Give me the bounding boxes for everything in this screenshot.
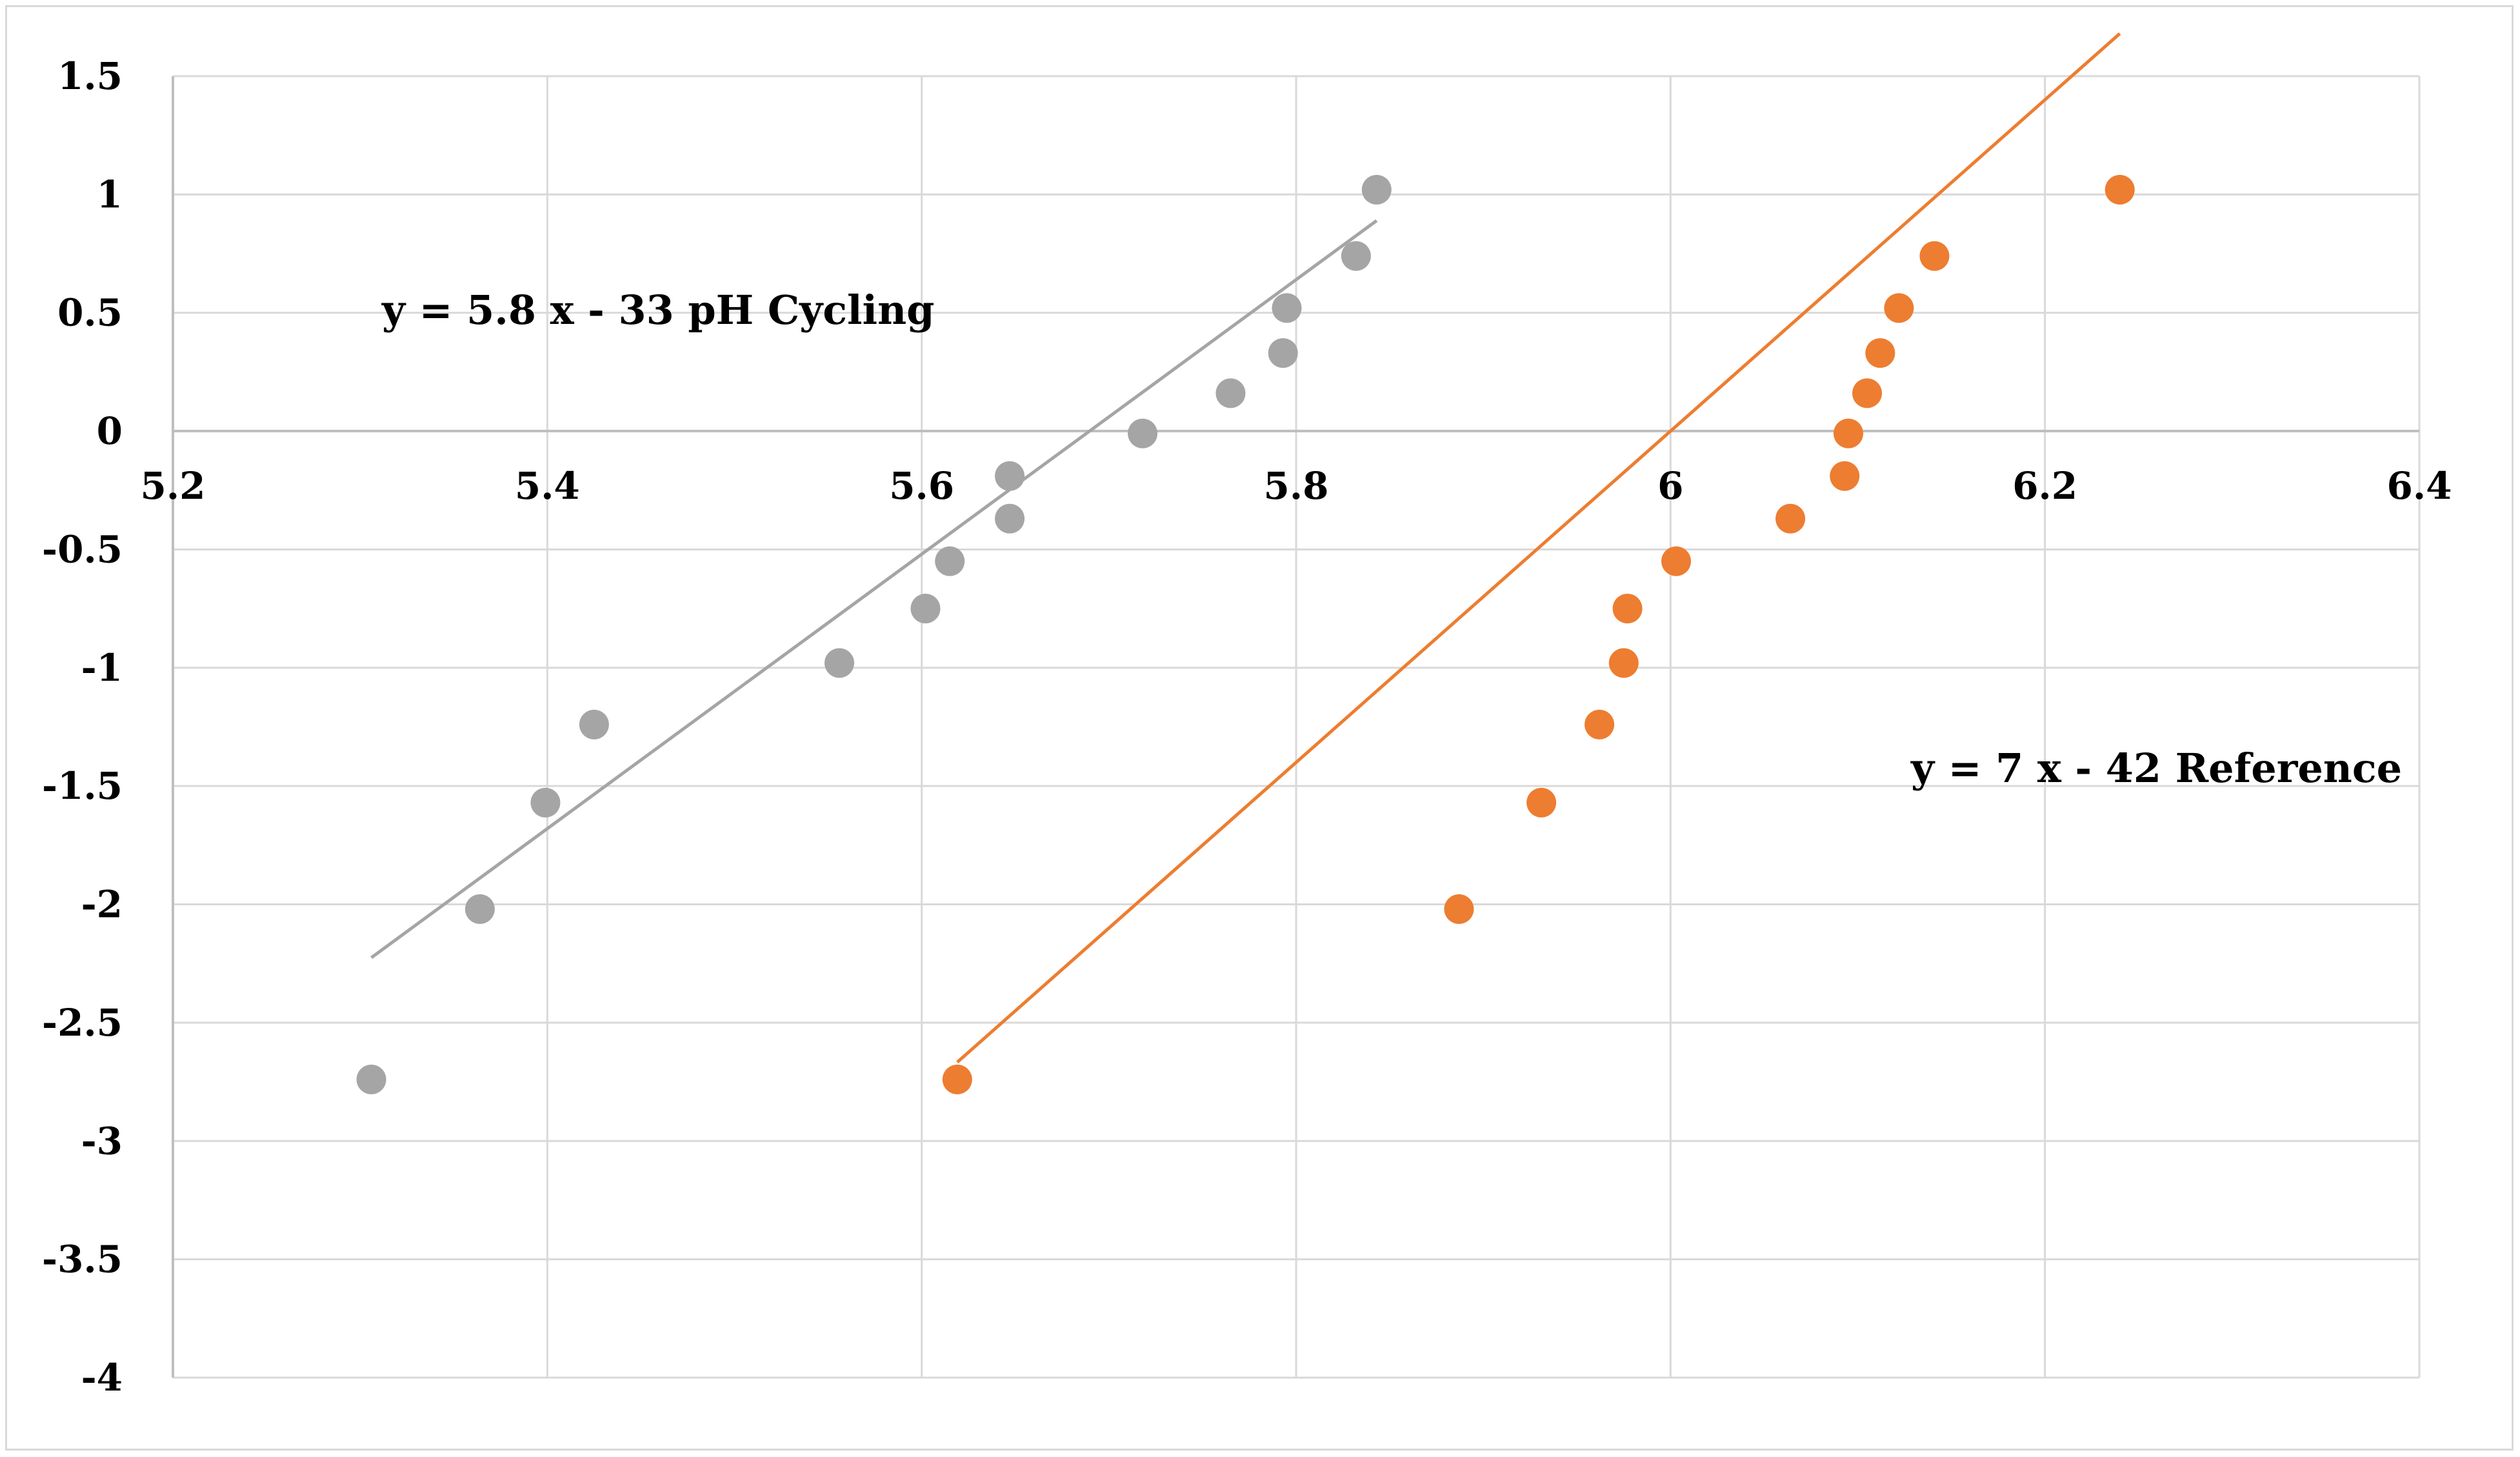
- vertical-gridlines: [546, 76, 2421, 1378]
- y-tick-label: 0: [97, 409, 123, 453]
- data-point-series-2: [1526, 787, 1557, 818]
- data-point-series-2: [1919, 241, 1950, 271]
- trendline-series-2: [956, 32, 2121, 1064]
- data-point-series-1: [935, 546, 965, 576]
- data-point-series-1: [465, 894, 495, 924]
- data-point-series-1: [1215, 378, 1246, 408]
- data-point-series-1: [1341, 241, 1371, 271]
- data-point-series-2: [1884, 293, 1914, 323]
- data-points: [356, 175, 2135, 1094]
- data-point-series-1: [824, 648, 854, 678]
- data-point-series-2: [1852, 378, 1883, 408]
- y-tick-label: -0.5: [42, 527, 123, 571]
- data-point-series-1: [910, 594, 941, 624]
- data-point-series-2: [1833, 418, 1863, 448]
- data-point-series-2: [1585, 709, 1615, 739]
- data-point-series-2: [1608, 648, 1639, 678]
- data-point-series-1: [356, 1064, 386, 1094]
- chart-frame: [5, 5, 2514, 1451]
- axes: [172, 76, 2419, 1378]
- y-tick-label: -1: [81, 646, 123, 690]
- data-point-series-2: [942, 1064, 972, 1094]
- y-tick-label: -3.5: [42, 1238, 123, 1281]
- y-tick-label: -3: [81, 1119, 123, 1163]
- data-point-series-2: [1865, 338, 1895, 368]
- equation-reference: y = 7 x - 42 Reference: [1910, 745, 2402, 792]
- data-point-series-2: [1775, 503, 1806, 534]
- x-tick-label: 5.2: [141, 464, 206, 508]
- x-tick-label: 5.8: [1264, 464, 1329, 508]
- data-point-series-2: [1661, 546, 1692, 576]
- data-point-series-2: [1830, 461, 1860, 491]
- x-tick-label: 6: [1657, 464, 1683, 508]
- data-point-series-1: [1128, 418, 1158, 448]
- data-point-series-2: [2105, 175, 2135, 205]
- data-point-series-1: [579, 709, 609, 739]
- data-point-series-2: [1444, 894, 1474, 924]
- x-tick-label: 6.4: [2387, 464, 2452, 508]
- y-tick-label: -1.5: [42, 764, 123, 808]
- trendline-series-1: [370, 219, 1378, 960]
- data-point-series-1: [995, 503, 1025, 534]
- equation-ph-cycling: y = 5.8 x - 33 pH Cycling: [381, 286, 935, 334]
- y-tick-labels: 1.5 1 0.5 0 -0.5 -1 -1.5 -2 -2.5 -3 -3.5 -4: [42, 54, 123, 1400]
- trendlines: [370, 32, 2121, 1064]
- y-tick-label: -2.5: [42, 1001, 123, 1045]
- x-tick-label: 5.4: [515, 464, 580, 508]
- data-point-series-1: [995, 461, 1025, 491]
- x-tick-label: 5.6: [889, 464, 954, 508]
- data-point-series-1: [1272, 293, 1302, 323]
- y-tick-label: -4: [81, 1356, 123, 1400]
- data-point-series-1: [530, 787, 561, 818]
- y-tick-label: -2: [81, 883, 123, 927]
- x-tick-label: 6.2: [2012, 464, 2077, 508]
- data-point-series-1: [1361, 175, 1392, 205]
- y-tick-label: 1.5: [57, 54, 123, 98]
- y-tick-label: 1: [97, 172, 123, 216]
- y-tick-label: 0.5: [57, 291, 123, 335]
- x-tick-labels: 5.2 5.4 5.6 5.8 6 6.2 6.4: [141, 464, 2452, 508]
- data-point-series-2: [1612, 594, 1643, 624]
- data-point-series-1: [1268, 338, 1298, 368]
